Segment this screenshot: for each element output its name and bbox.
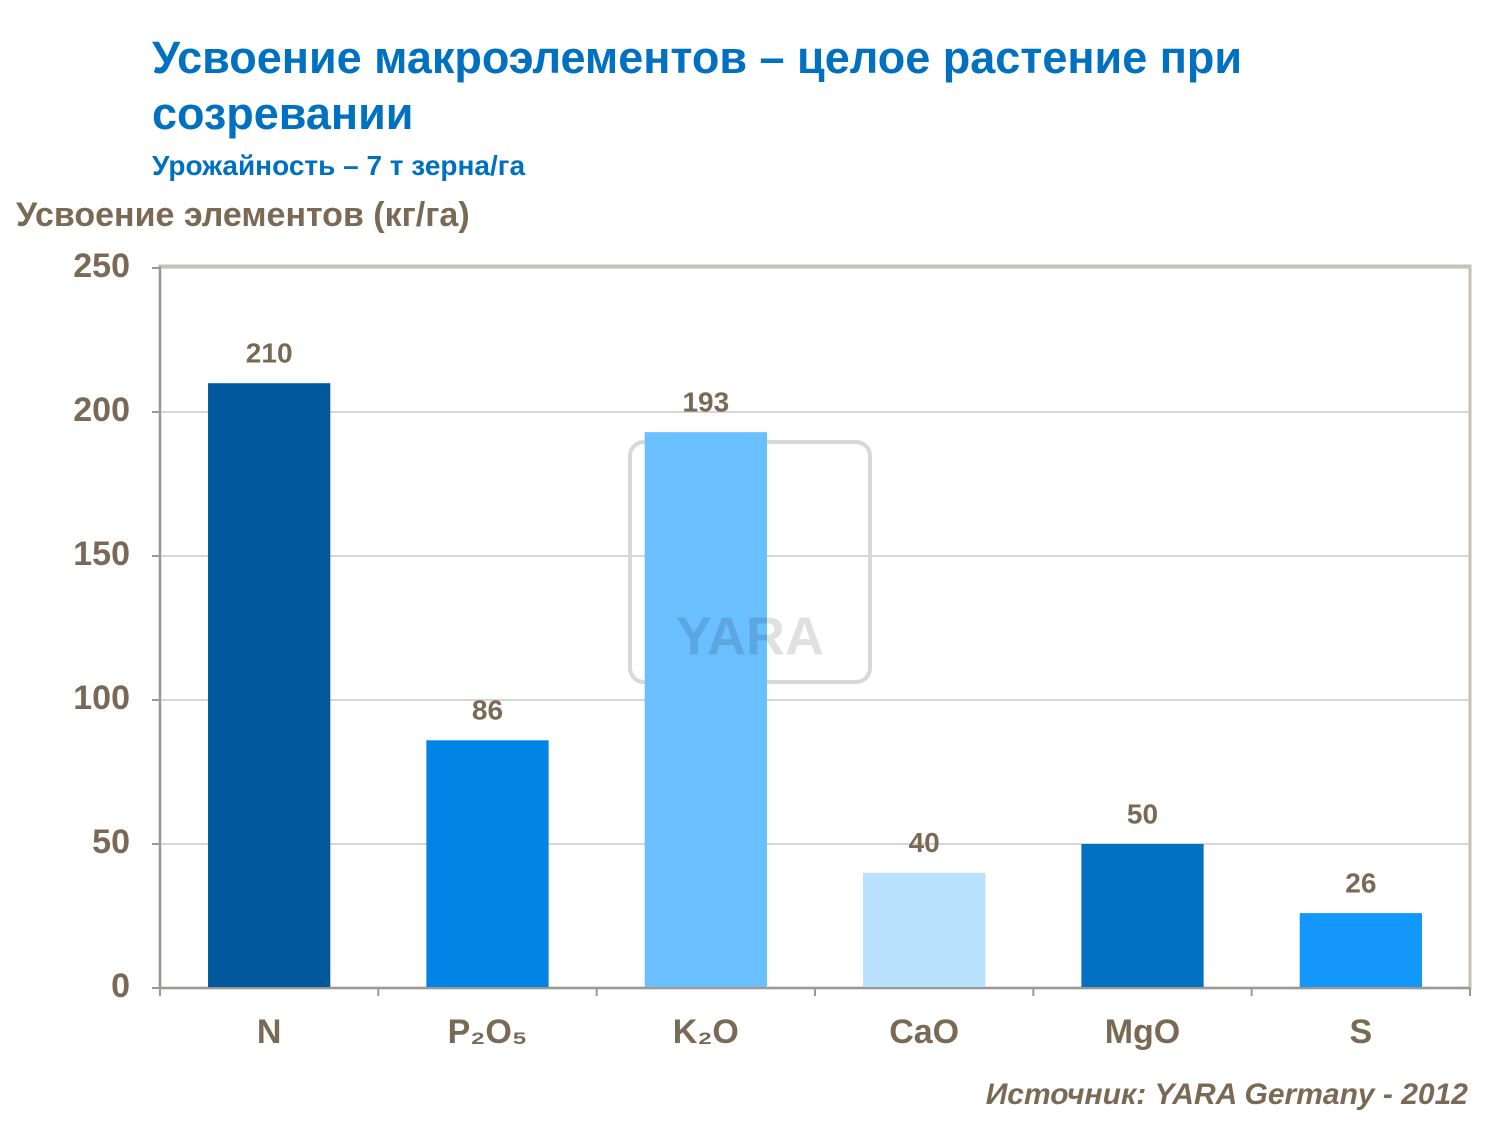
y-tick-label: 100 (73, 679, 130, 717)
y-tick-label: 0 (111, 967, 130, 1005)
x-tick-label: CaO (889, 1013, 959, 1051)
bar (426, 740, 549, 988)
y-tick-label: 50 (92, 823, 130, 861)
x-tick-label: MgO (1105, 1013, 1181, 1051)
value-label: 210 (246, 338, 293, 369)
value-label: 86 (472, 695, 503, 726)
bar (644, 432, 767, 988)
y-tick-label: 200 (73, 391, 130, 429)
x-tick-label: K₂O (673, 1013, 739, 1051)
value-label: 193 (682, 387, 729, 418)
bars: 210 86 193 40 50 26 (208, 338, 1422, 988)
x-tick-label: P₂O₅ (448, 1013, 528, 1051)
chart-title: Усвоение макроэлементов – целое растение… (152, 32, 1243, 139)
bar (208, 383, 331, 988)
bar (1081, 844, 1204, 988)
x-tick-label: N (257, 1013, 282, 1051)
watermark: YARA (676, 606, 824, 666)
value-label: 40 (909, 827, 940, 858)
y-tick-label: 250 (73, 247, 130, 285)
x-tick-label: S (1349, 1013, 1372, 1051)
y-axis-label: Усвоение элементов (кг/га) (16, 196, 470, 234)
source-note: Источник: YARA Germany - 2012 (985, 1078, 1468, 1111)
chart-subtitle: Урожайность – 7 т зерна/га (152, 150, 526, 181)
bar (863, 872, 986, 988)
value-label: 50 (1127, 798, 1158, 829)
y-tick-label: 150 (73, 535, 130, 573)
value-label: 26 (1345, 868, 1376, 899)
bar (1299, 913, 1422, 988)
